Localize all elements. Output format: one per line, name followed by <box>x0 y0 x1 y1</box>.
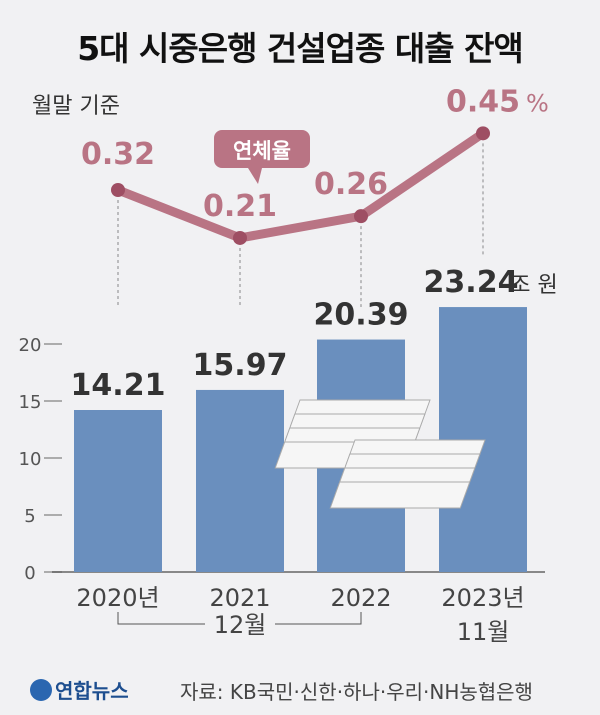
bar-value-label: 23.24 <box>424 265 519 300</box>
line-point <box>233 230 247 245</box>
line-value-label: 0.21 <box>203 189 277 224</box>
x-sublabel: 11월 <box>457 618 510 646</box>
x-tick-label: 2022 <box>330 584 391 612</box>
logo-text: 연합뉴스 <box>55 679 129 703</box>
money-stack-icon <box>329 481 471 509</box>
bracket <box>117 612 362 625</box>
line-value-label: 0.32 <box>81 137 155 172</box>
bar-value-label: 15.97 <box>193 348 288 383</box>
yonhap-logo: 연합뉴스 <box>30 675 129 704</box>
chart-subtitle: 월말 기준 <box>32 94 120 119</box>
x-sublabel: 12월 <box>214 611 267 639</box>
bar-value-label: 20.39 <box>314 298 409 333</box>
line-value-label: 0.45 <box>446 84 520 119</box>
line-point <box>476 126 490 141</box>
series-name-label: 연체율 <box>233 139 291 163</box>
line-point <box>111 183 125 197</box>
unit-label: 조 원 <box>510 273 557 298</box>
bar-2020년 <box>74 410 162 572</box>
line-value-label: 0.26 <box>314 167 388 202</box>
y-tick-label: 15 <box>19 392 42 413</box>
bar-2021 <box>196 389 284 572</box>
line-unit-label: % <box>526 89 549 117</box>
x-tick-label: 2020년 <box>76 584 159 612</box>
line-point <box>354 209 368 224</box>
y-tick-label: 20 <box>19 335 42 356</box>
series-callout <box>214 130 310 184</box>
bar-value-label: 14.21 <box>71 368 166 403</box>
chart-title: 5대 시중은행 건설업종 대출 잔액 <box>77 29 524 68</box>
y-tick-label: 0 <box>24 563 35 584</box>
x-tick-label: 2023년 <box>441 584 524 612</box>
line-series <box>116 129 486 243</box>
y-tick-label: 10 <box>19 449 42 470</box>
y-tick-label: 5 <box>24 506 35 527</box>
source-note: 자료: KB국민·신한·하나·우리·NH농협은행 <box>180 680 533 704</box>
logo-globe-icon <box>30 679 52 701</box>
x-tick-label: 2021 <box>209 584 270 612</box>
